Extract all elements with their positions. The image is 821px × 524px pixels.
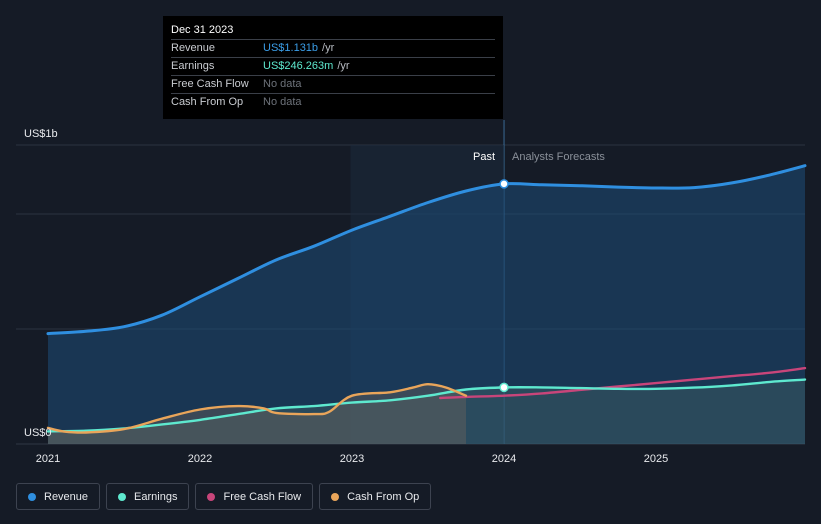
tooltip-value: US$1.131b [263, 42, 319, 54]
line-earnings [46, 378, 807, 433]
legend-dot-icon [28, 492, 36, 501]
tooltip-unit: /yr [337, 60, 350, 72]
area-earnings [48, 379, 805, 444]
tooltip-row-free-cash-flow: Free Cash Flow No data [171, 75, 495, 93]
tooltip-date: Dec 31 2023 [171, 24, 234, 36]
tooltip-label: Free Cash Flow [171, 78, 249, 90]
x-tick-label: 2023 [340, 453, 364, 465]
legend-label: Free Cash Flow [223, 490, 302, 503]
tooltip-row-cash-from-op: Cash From Op No data [171, 93, 495, 111]
x-tick-label: 2024 [492, 453, 516, 465]
tooltip-value: No data [263, 78, 302, 90]
legend-label: Earnings [134, 490, 178, 503]
markers [499, 179, 509, 393]
legend-item-cash-from-op[interactable]: Cash From Op [319, 483, 432, 510]
series-lines [46, 164, 807, 434]
tooltip-row-revenue: Revenue US$1.131b /yr [171, 39, 495, 57]
legend-label: Cash From Op [347, 490, 420, 503]
forecast-label: Analysts Forecasts [512, 151, 605, 163]
legend-item-revenue[interactable]: Revenue [16, 483, 101, 510]
tooltip-label: Cash From Op [171, 96, 244, 108]
x-tick-label: 2021 [36, 453, 60, 465]
tooltip-value: US$246.263m [263, 60, 334, 72]
tooltip-row-earnings: Earnings US$246.263m /yr [171, 57, 495, 75]
area-revenue [48, 165, 805, 444]
line-free-cash-flow [439, 366, 807, 400]
marker-earnings [499, 382, 509, 393]
x-tick-label: 2025 [644, 453, 668, 465]
past-label: Past [473, 151, 495, 163]
tooltip-label: Revenue [171, 42, 216, 54]
legend-dot-icon [207, 492, 216, 501]
y-axis-bottom-label: US$0 [24, 427, 52, 439]
tooltip-value: No data [263, 96, 302, 108]
areas [48, 145, 805, 444]
tooltip: Dec 31 2023 Revenue US$1.131b /yr Earnin… [163, 16, 503, 119]
labels: US$1b US$0 Past Analysts Forecasts 2021 2022 2… [24, 128, 668, 465]
legend-label: Revenue [44, 490, 89, 503]
marker-revenue [499, 179, 509, 189]
y-axis-top-label: US$1b [24, 128, 58, 140]
legend-dot-icon [331, 492, 340, 501]
tooltip-label: Earnings [171, 60, 215, 72]
line-cash-from-op [46, 382, 468, 434]
line-revenue [46, 164, 807, 336]
x-tick-label: 2022 [188, 453, 212, 465]
legend-item-earnings[interactable]: Earnings [106, 483, 190, 510]
legend-dot-icon [118, 492, 127, 501]
legend: Revenue Earnings Free Cash Flow Cash Fro… [16, 483, 432, 510]
tooltip-unit: /yr [322, 42, 335, 54]
area-cash-from-op [48, 384, 466, 444]
legend-item-free-cash-flow[interactable]: Free Cash Flow [195, 483, 314, 510]
